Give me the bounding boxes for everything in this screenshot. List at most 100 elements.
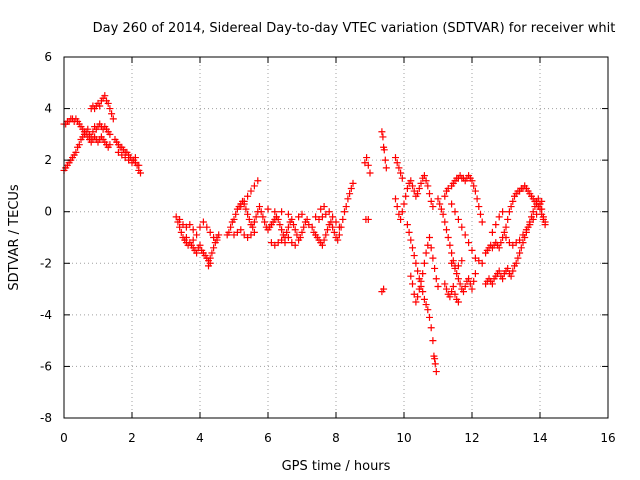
data-point — [335, 231, 343, 239]
data-point — [444, 185, 452, 193]
data-point — [230, 215, 238, 223]
data-point — [210, 244, 218, 252]
data-point — [488, 280, 496, 288]
chart-title: Day 260 of 2014, Sidereal Day-to-day VTE… — [93, 21, 616, 36]
data-point — [250, 218, 258, 226]
data-point — [400, 200, 408, 208]
data-point — [320, 203, 328, 211]
data-point — [427, 324, 435, 332]
data-point — [436, 200, 444, 208]
data-point — [395, 164, 403, 172]
data-point — [177, 228, 185, 236]
data-point — [516, 249, 524, 257]
data-point — [240, 197, 248, 205]
data-point — [420, 172, 428, 180]
data-point — [342, 203, 350, 211]
data-point — [446, 293, 454, 301]
data-point — [434, 282, 442, 290]
data-point — [205, 262, 212, 270]
data-point — [512, 259, 520, 267]
data-point — [495, 267, 503, 275]
data-point — [330, 228, 338, 236]
data-point — [278, 208, 286, 216]
data-point — [488, 228, 496, 236]
data-point — [516, 236, 524, 244]
data-point — [415, 285, 423, 293]
data-point — [347, 185, 355, 193]
data-point — [379, 133, 387, 141]
data-point — [432, 275, 440, 283]
data-point — [363, 154, 371, 162]
data-point — [431, 355, 439, 363]
data-point — [300, 223, 308, 231]
data-point — [441, 192, 449, 200]
data-point — [409, 182, 416, 190]
data-point — [429, 203, 437, 211]
data-point — [278, 226, 286, 234]
data-point — [242, 205, 250, 213]
data-point — [378, 128, 386, 136]
data-point — [475, 203, 483, 211]
data-point — [182, 234, 190, 241]
data-point — [504, 215, 512, 223]
x-tick-label: 12 — [464, 431, 479, 445]
data-point — [244, 192, 252, 200]
data-point — [495, 213, 503, 221]
data-point — [322, 231, 330, 239]
data-point — [252, 213, 260, 221]
data-point — [264, 205, 272, 213]
data-point — [196, 223, 204, 231]
y-tick-label: -4 — [40, 308, 52, 322]
data-point — [281, 239, 289, 247]
data-point — [344, 195, 352, 203]
data-point — [398, 174, 406, 182]
x-tick-label: 4 — [196, 431, 204, 445]
data-point — [284, 210, 292, 218]
data-point — [409, 280, 416, 288]
data-point — [249, 223, 257, 231]
data-point — [431, 264, 439, 272]
data-point — [522, 226, 530, 234]
data-point — [424, 182, 432, 190]
data-point — [393, 203, 401, 211]
data-point — [320, 236, 328, 244]
data-point — [502, 234, 510, 241]
data-point — [108, 110, 116, 118]
data-point — [507, 203, 515, 211]
data-point — [458, 257, 466, 265]
data-point — [284, 234, 292, 241]
data-point — [393, 159, 401, 167]
data-point — [407, 272, 415, 280]
data-point — [432, 368, 440, 376]
data-point — [448, 200, 456, 208]
data-point — [519, 231, 527, 239]
data-point — [215, 231, 223, 239]
data-point — [468, 246, 476, 254]
data-point — [529, 215, 537, 223]
axis-ticks: 0 2 4 6 8 10 12 14 16 -8 -6 -4 -2 0 2 4 6 — [40, 50, 616, 445]
data-point — [398, 208, 406, 216]
x-tick-label: 6 — [264, 431, 272, 445]
data-point — [448, 259, 456, 267]
data-point — [454, 262, 462, 270]
data-point — [106, 141, 114, 149]
data-point — [471, 270, 479, 278]
data-point — [176, 215, 184, 223]
data-point — [225, 228, 233, 236]
data-point — [420, 259, 428, 267]
data-point — [414, 293, 422, 301]
data-point — [403, 185, 411, 193]
data-point — [104, 99, 112, 107]
data-point — [288, 215, 296, 223]
data-point — [296, 234, 304, 241]
data-point — [460, 288, 467, 296]
data-point — [261, 218, 269, 226]
data-point — [415, 185, 423, 193]
data-point — [318, 241, 326, 249]
data-point — [426, 234, 433, 241]
data-point — [414, 267, 422, 275]
data-point — [397, 215, 405, 223]
data-point — [443, 285, 450, 293]
data-point — [499, 208, 507, 216]
